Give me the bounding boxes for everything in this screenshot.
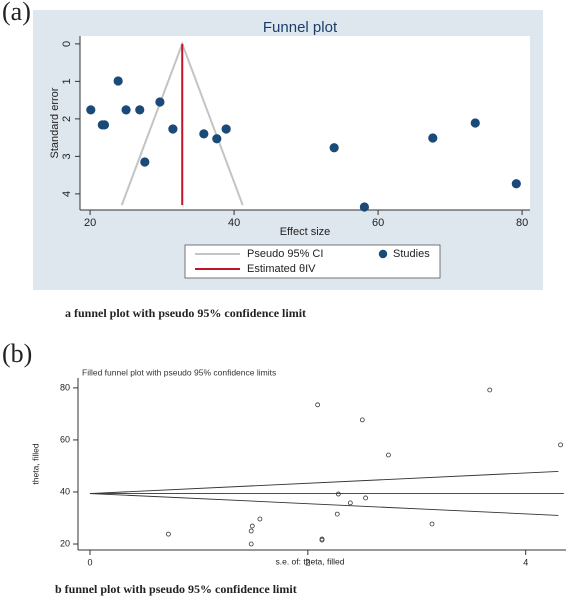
marker xyxy=(168,124,178,134)
line-series xyxy=(89,493,559,516)
x-tick-label: 20 xyxy=(84,217,96,229)
y-tick-label: 3 xyxy=(61,153,73,159)
marker xyxy=(86,105,96,115)
x-tick-label: 40 xyxy=(228,217,240,229)
x-tick-label: 4 xyxy=(523,557,528,567)
marker xyxy=(248,528,254,534)
marker xyxy=(470,118,480,128)
marker xyxy=(249,523,255,529)
x-axis-label: Effect size xyxy=(280,226,331,238)
legend-label: Pseudo 95% CI xyxy=(247,248,323,260)
marker xyxy=(329,143,339,153)
chart-title: Filled funnel plot with pseudo 95% confi… xyxy=(82,367,276,377)
marker xyxy=(257,516,263,522)
marker xyxy=(487,387,493,393)
marker xyxy=(140,157,150,167)
marker xyxy=(429,521,435,527)
marker xyxy=(347,500,353,506)
x-tick-label: 2 xyxy=(305,557,310,567)
marker xyxy=(113,76,123,86)
panel-label: (b) xyxy=(2,339,32,368)
marker xyxy=(155,97,165,107)
marker xyxy=(99,120,110,130)
marker xyxy=(386,452,391,458)
marker xyxy=(212,134,222,144)
marker xyxy=(359,417,365,423)
legend-box xyxy=(184,244,441,279)
y-tick-label: 60 xyxy=(60,434,70,444)
marker xyxy=(121,105,131,115)
y-tick-label: 0 xyxy=(61,41,73,47)
caption: b funnel plot with pseudo 95% confidence… xyxy=(55,582,297,596)
marker xyxy=(199,129,209,139)
marker xyxy=(363,495,368,501)
marker xyxy=(359,202,369,212)
marker xyxy=(334,511,340,517)
legend-label: Studies xyxy=(393,248,430,260)
x-axis-label: s.e. of: theta, filled xyxy=(276,556,345,566)
marker xyxy=(315,402,321,408)
chart-title: Funnel plot xyxy=(263,19,338,36)
y-tick-label: 80 xyxy=(60,382,70,392)
x-tick-label: 0 xyxy=(87,557,92,567)
marker xyxy=(558,442,563,448)
y-axis-label: theta, filled xyxy=(30,443,40,484)
marker xyxy=(166,531,171,537)
x-tick-label: 80 xyxy=(516,217,528,229)
marker xyxy=(248,541,254,547)
y-tick-label: 20 xyxy=(60,538,70,548)
legend-label: Estimated θIV xyxy=(247,263,316,275)
marker xyxy=(221,124,231,134)
x-tick-label: 60 xyxy=(372,217,384,229)
y-tick-label: 2 xyxy=(61,116,73,122)
marker xyxy=(319,537,325,543)
legend-swatch xyxy=(378,249,388,259)
y-tick-label: 1 xyxy=(61,78,73,84)
marker xyxy=(135,105,145,115)
line-series xyxy=(89,470,559,494)
y-tick-label: 40 xyxy=(60,486,70,496)
panel-label: (a) xyxy=(2,0,31,26)
marker xyxy=(511,179,521,189)
caption: a funnel plot with pseudo 95% confidence… xyxy=(65,306,306,320)
y-axis-label: Standard error xyxy=(49,87,61,158)
marker xyxy=(428,133,438,143)
y-tick-label: 4 xyxy=(61,191,73,197)
marker xyxy=(335,491,341,497)
plot-area xyxy=(80,36,530,210)
